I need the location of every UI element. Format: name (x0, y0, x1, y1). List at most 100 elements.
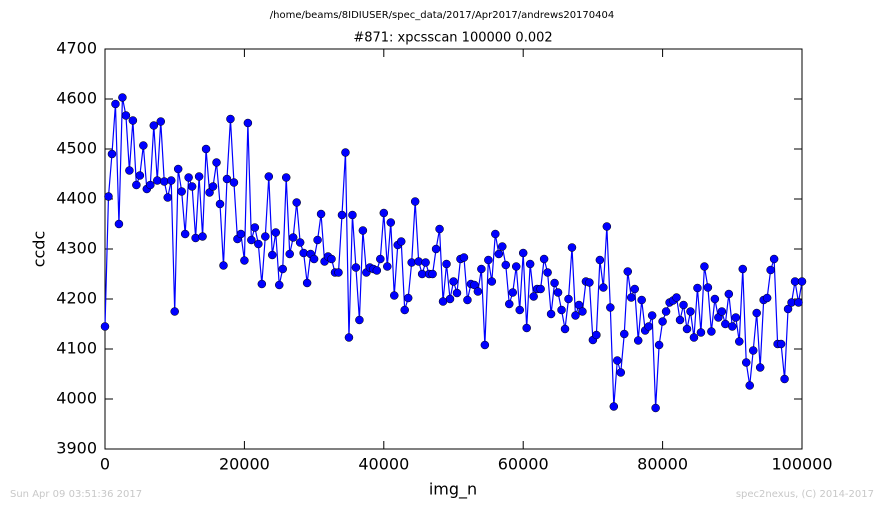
chart-title: #871: xpcsscan 100000 0.002 (353, 31, 552, 46)
data-point (390, 291, 399, 300)
data-point (755, 363, 765, 372)
data-point (295, 238, 305, 247)
data-point (247, 235, 256, 245)
data-point (613, 356, 622, 365)
data-point (703, 283, 713, 292)
data-point (515, 305, 524, 315)
data-point (672, 293, 681, 302)
data-point (647, 311, 657, 320)
data-point (125, 166, 134, 175)
data-point (724, 289, 734, 299)
x-tick-label: 20000 (219, 455, 270, 474)
data-point (431, 244, 441, 254)
data-point (229, 178, 239, 187)
data-point (769, 254, 779, 264)
data-point (571, 311, 580, 320)
data-point (414, 257, 423, 266)
data-point (166, 176, 176, 185)
data-point (383, 262, 392, 271)
data-point (400, 305, 409, 315)
data-point (553, 288, 563, 297)
data-point (609, 402, 619, 411)
data-point (679, 300, 688, 310)
data-point (334, 268, 343, 277)
data-point (511, 262, 521, 271)
data-point (351, 263, 361, 272)
data-point (313, 235, 322, 245)
data-point (226, 114, 235, 124)
data-point (376, 254, 385, 264)
data-point (243, 118, 253, 128)
data-point (599, 283, 608, 292)
data-point (477, 264, 486, 274)
data-point (710, 294, 720, 304)
data-point (271, 228, 281, 237)
footer-right: spec2nexus, (C) 2014-2017 (736, 489, 874, 500)
y-tick-label: 4500 (56, 139, 97, 158)
data-point (309, 254, 319, 264)
data-point (153, 176, 162, 185)
data-point (396, 237, 406, 246)
data-point (194, 172, 204, 181)
data-point (689, 333, 699, 342)
data-point (264, 172, 274, 181)
data-point (327, 254, 336, 264)
data-point (445, 294, 455, 304)
data-point (449, 277, 458, 286)
data-point (219, 261, 228, 270)
data-point (505, 299, 514, 309)
data-point (748, 346, 758, 355)
data-point (180, 229, 190, 239)
data-point (459, 253, 469, 262)
y-tick-label: 4000 (56, 389, 97, 408)
data-point (163, 193, 172, 202)
data-point (170, 307, 179, 316)
data-point (372, 266, 382, 275)
data-point (257, 279, 267, 289)
data-point (494, 249, 504, 259)
x-tick-label: 0 (100, 455, 110, 474)
data-point (173, 164, 183, 174)
data-point (693, 283, 702, 293)
data-point (278, 264, 287, 274)
footer-left: Sun Apr 09 03:51:36 2017 (10, 489, 142, 500)
data-point (452, 288, 462, 298)
data-point (536, 284, 545, 294)
data-point (407, 258, 416, 267)
data-point (585, 278, 594, 287)
data-point (766, 265, 775, 275)
data-point (738, 264, 748, 274)
data-point (606, 303, 615, 312)
data-point (281, 173, 291, 182)
data-point (254, 239, 263, 249)
data-point (487, 277, 497, 286)
data-point (139, 141, 148, 150)
data-point (644, 322, 653, 331)
data-point (236, 229, 246, 239)
data-point (121, 111, 131, 120)
data-point (480, 340, 490, 350)
data-point (403, 293, 413, 303)
data-point (633, 336, 643, 345)
y-tick-label: 4100 (56, 339, 97, 358)
data-point (498, 242, 507, 251)
data-point (222, 174, 232, 184)
data-point (288, 233, 298, 242)
data-point (184, 173, 193, 182)
data-point (616, 368, 626, 377)
data-point (658, 317, 667, 326)
data-point (675, 315, 685, 325)
data-point (240, 256, 249, 265)
data-point (557, 305, 566, 315)
data-point (686, 307, 695, 316)
data-point (261, 232, 270, 241)
y-tick-label: 4300 (56, 239, 97, 258)
data-point (435, 224, 444, 234)
data-point (717, 307, 727, 316)
data-point (491, 229, 500, 239)
data-point (386, 218, 396, 227)
data-point (623, 267, 632, 276)
data-point (198, 232, 207, 241)
